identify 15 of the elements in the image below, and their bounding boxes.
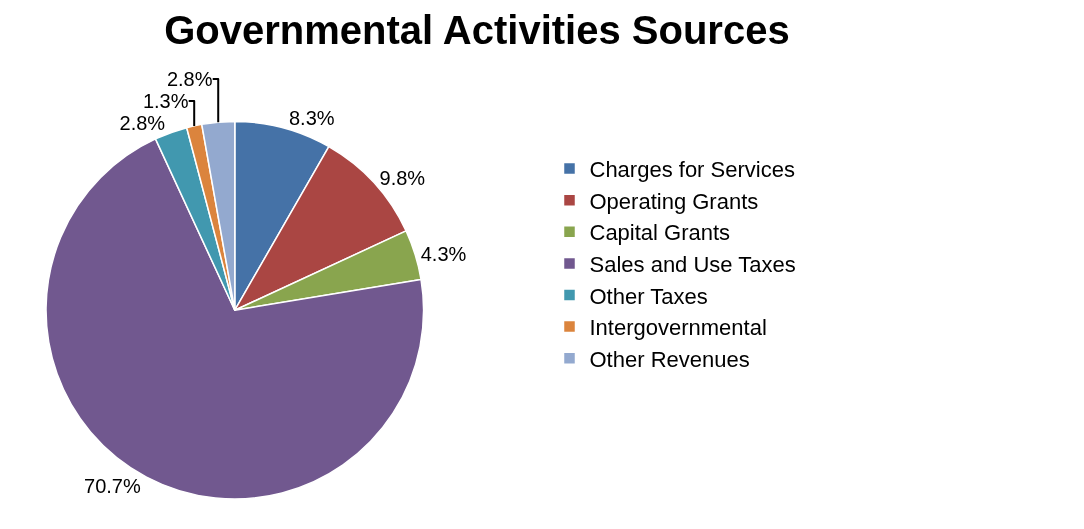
data-label: 8.3%	[288, 106, 335, 129]
legend-label: Charges for Services	[589, 157, 795, 183]
legend-label: Other Revenues	[589, 346, 750, 372]
legend-label: Operating Grants	[589, 188, 759, 214]
data-label: 9.8%	[379, 166, 426, 189]
data-label: 70.7%	[84, 474, 141, 497]
legend-label: Sales and Use Taxes	[589, 251, 796, 277]
data-label: 2.8%	[119, 111, 166, 134]
data-label: 2.8%	[166, 67, 213, 90]
legend-label: Other Taxes	[589, 283, 708, 309]
data-label: 4.3%	[420, 242, 467, 265]
legend-label: Capital Grants	[589, 220, 731, 246]
data-label: 1.3%	[142, 89, 189, 112]
chart-title: Governmental Activities Sources	[164, 7, 790, 52]
legend-label: Intergovernmental	[589, 315, 767, 341]
